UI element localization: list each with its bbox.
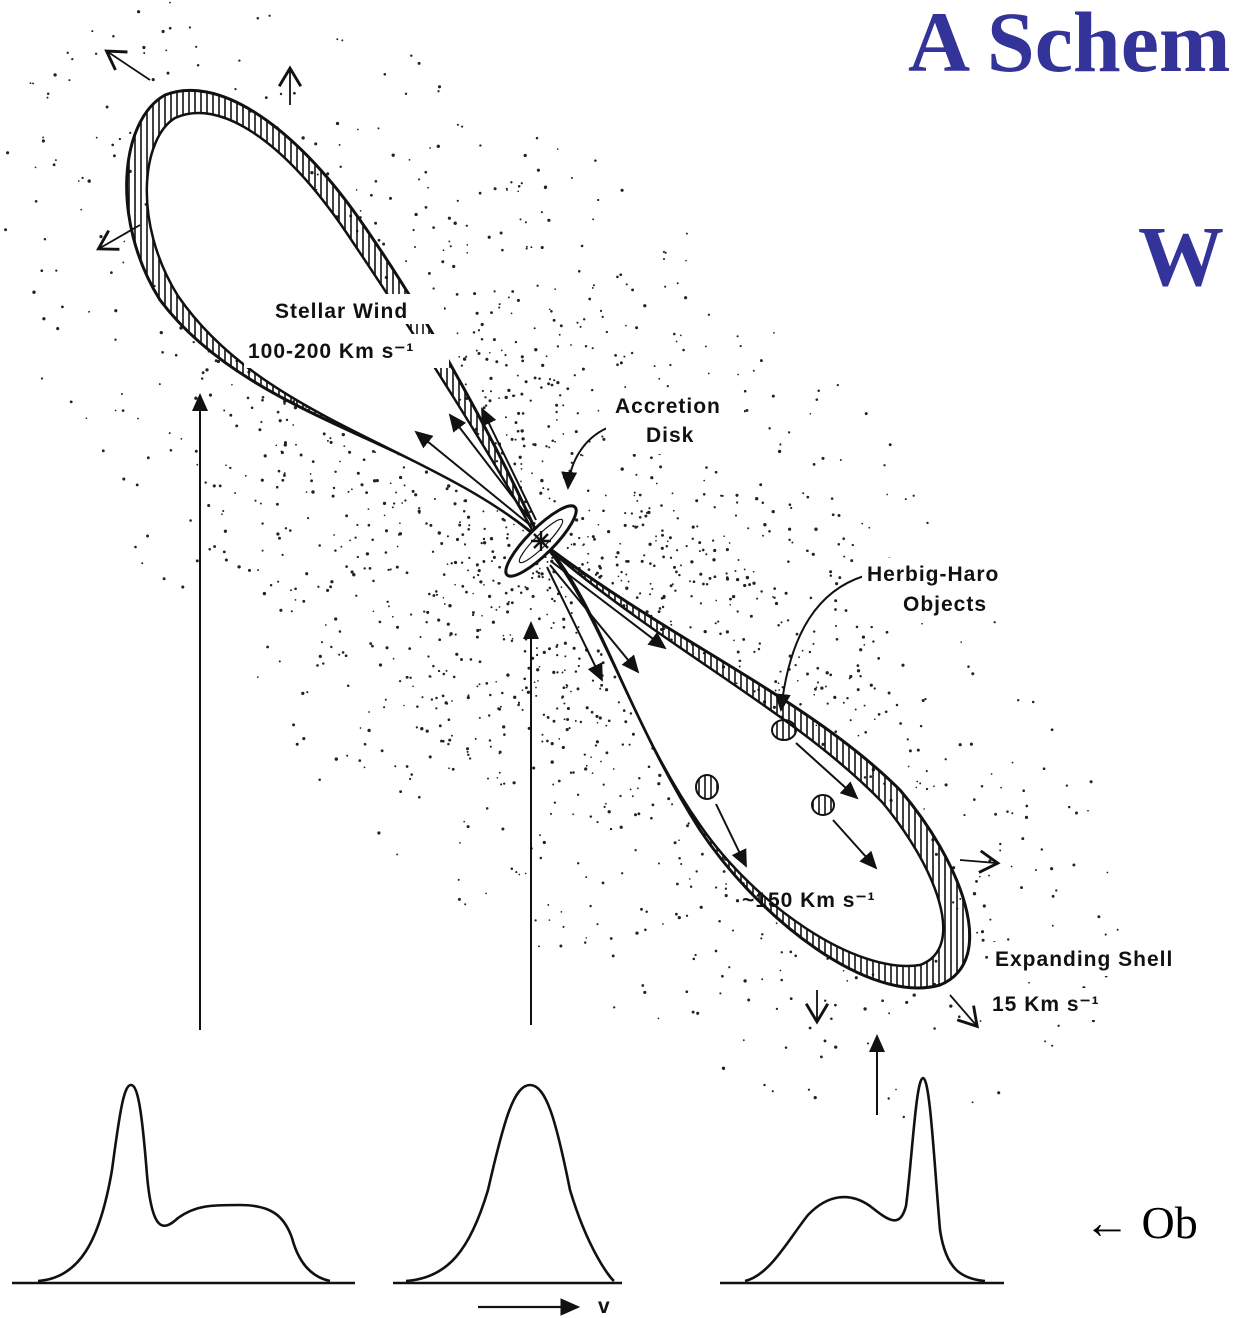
lines-of-sight — [192, 393, 885, 1115]
label-objects: Objects — [903, 593, 987, 616]
label-disk: Disk — [646, 424, 694, 447]
label-herbig-haro: Herbig-Haro — [867, 563, 999, 586]
label-expanding-shell: Expanding Shell — [995, 948, 1173, 971]
observed-note: ← Ob — [1084, 1197, 1198, 1248]
central-star-icon — [531, 531, 551, 551]
profile-right — [744, 1076, 986, 1283]
label-stellar-wind: Stellar Wind — [275, 300, 408, 323]
profile-center — [405, 1083, 615, 1283]
label-leaders — [561, 427, 865, 712]
label-accretion: Accretion — [615, 395, 721, 418]
lower-lobe-cavity — [551, 551, 945, 968]
label-stellar-wind-speed: 100-200 Km s⁻¹ — [248, 340, 414, 363]
wind-arrows — [414, 407, 667, 682]
shell-expansion-arrows — [96, 49, 1001, 1029]
slide-title-line-1: A Schem — [908, 0, 1231, 90]
diagram-labels: Stellar Wind 100-200 Km s⁻¹ Accretion Di… — [244, 294, 1235, 1318]
herbig-haro-objects — [695, 719, 878, 870]
label-shell-speed: 15 Km s⁻¹ — [992, 993, 1100, 1016]
label-jet-speed: ~150 Km s⁻¹ — [742, 889, 876, 912]
label-velocity: v — [598, 1295, 611, 1318]
slide-title-line-2: W — [1138, 208, 1224, 304]
profile-left — [37, 1083, 331, 1283]
line-profiles — [12, 1076, 1004, 1285]
